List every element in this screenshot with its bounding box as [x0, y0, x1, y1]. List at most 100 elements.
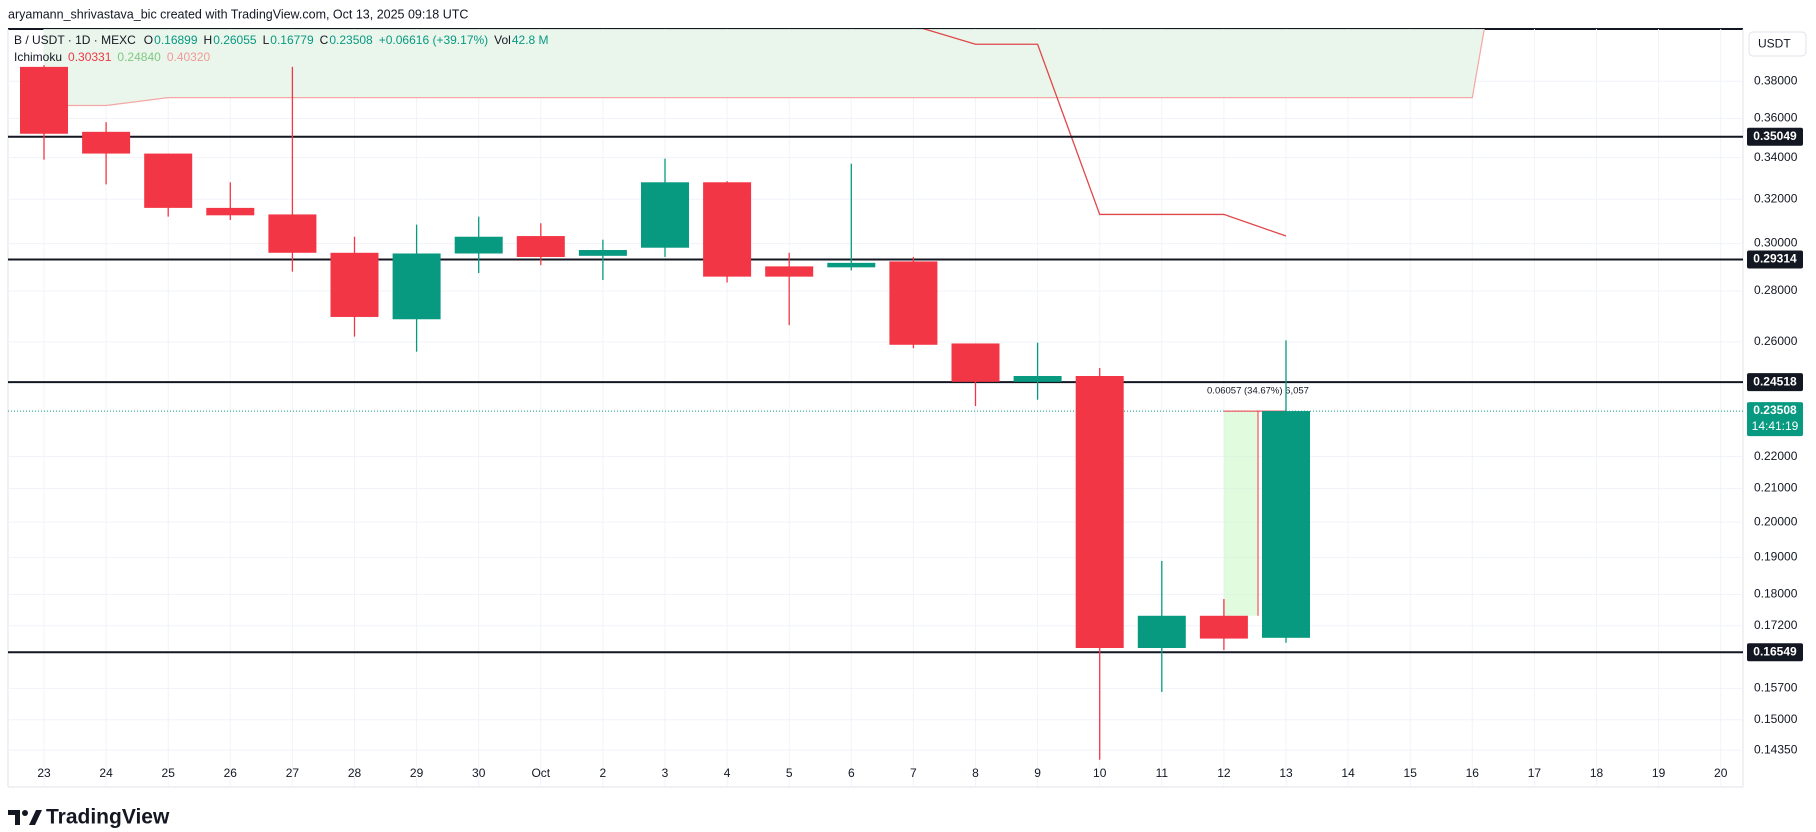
y-tick-label: 0.30000: [1754, 236, 1798, 250]
level-price-box: [1747, 643, 1803, 662]
candle-body: [951, 343, 1000, 382]
x-tick-label: 4: [724, 766, 731, 780]
last-price-label: 0.23508: [1753, 403, 1797, 417]
x-tick-label: 15: [1404, 766, 1418, 780]
y-tick-label: 0.21000: [1754, 481, 1798, 495]
unit-box[interactable]: [1748, 31, 1807, 57]
y-tick-label: 0.15000: [1754, 712, 1798, 726]
candle-body: [454, 236, 503, 254]
level-price-label: 0.16549: [1753, 644, 1797, 658]
legend-value: 0.23508: [329, 33, 373, 47]
indicator-value: 0.24840: [117, 50, 161, 64]
candle-body: [20, 66, 68, 134]
candle-body: [330, 252, 379, 317]
last-price-box: [1747, 402, 1803, 437]
y-tick-label: 0.34000: [1754, 150, 1798, 164]
axis-unit[interactable]: USDT: [1758, 37, 1791, 51]
indicator-value: 0.30331: [68, 50, 112, 64]
x-tick-label: 9: [1034, 766, 1041, 780]
x-tick-label: 27: [286, 766, 300, 780]
x-tick-label: 10: [1093, 766, 1107, 780]
y-tick-label: 0.15700: [1754, 681, 1798, 695]
symbol: B / USDT · 1D · MEXC: [14, 33, 136, 47]
candle-body: [765, 266, 814, 277]
level-price-box: [1747, 127, 1803, 146]
legend-label: H: [204, 33, 213, 47]
y-tick-label: 0.17200: [1754, 618, 1798, 632]
x-tick-label: 5: [786, 766, 793, 780]
indicator-value: 0.40320: [167, 50, 211, 64]
y-tick-label: 0.32000: [1754, 191, 1798, 205]
x-tick-label: Oct: [531, 766, 550, 780]
candle-body: [1199, 615, 1248, 639]
x-tick-label: 14: [1341, 766, 1355, 780]
y-tick-label: 0.28000: [1754, 283, 1798, 297]
ichimoku-line: [922, 29, 1287, 237]
y-tick-label: 0.22000: [1754, 449, 1798, 463]
candle-body: [889, 261, 938, 345]
level-price-box: [1747, 373, 1803, 392]
x-tick-label: 26: [224, 766, 238, 780]
legend-value: 0.26055: [213, 33, 257, 47]
x-tick-label: 13: [1279, 766, 1293, 780]
x-tick-label: 29: [410, 766, 424, 780]
x-tick-label: 24: [99, 766, 113, 780]
x-tick-label: 18: [1590, 766, 1604, 780]
legend-label: C: [320, 33, 329, 47]
candle-body: [827, 262, 876, 268]
y-tick-label: 0.19000: [1754, 549, 1798, 563]
x-tick-label: 30: [472, 766, 486, 780]
candle-body: [578, 250, 627, 256]
level-price-label: 0.35049: [1753, 129, 1797, 143]
brand: TradingView: [46, 806, 170, 829]
x-tick-label: 19: [1652, 766, 1666, 780]
countdown: 14:41:19: [1752, 419, 1799, 433]
x-tick-label: 20: [1714, 766, 1728, 780]
candle-body: [268, 214, 317, 253]
candle-body: [641, 182, 689, 248]
level-price-label: 0.24518: [1753, 374, 1797, 388]
y-tick-label: 0.14350: [1754, 742, 1798, 756]
y-tick-label: 0.20000: [1754, 514, 1798, 528]
x-tick-label: 6: [848, 766, 855, 780]
x-tick-label: 7: [910, 766, 917, 780]
candle-body: [206, 207, 255, 216]
candle-body: [82, 131, 131, 154]
legend-value: 0.16899: [154, 33, 198, 47]
candle-body: [1262, 411, 1310, 638]
y-tick-label: 0.36000: [1754, 111, 1798, 125]
x-tick-label: 17: [1528, 766, 1542, 780]
x-tick-label: 16: [1466, 766, 1480, 780]
indicator-name: Ichimoku: [14, 50, 62, 64]
legend-label: L: [263, 33, 270, 47]
candle-body: [1013, 375, 1062, 382]
level-price-box: [1747, 250, 1803, 269]
candle-body: [392, 253, 441, 320]
candle-body: [1137, 615, 1186, 649]
x-tick-label: 2: [600, 766, 607, 780]
brand-logo: [8, 810, 42, 825]
candle-body: [703, 182, 752, 277]
y-tick-label: 0.26000: [1754, 334, 1798, 348]
x-tick-label: 28: [348, 766, 362, 780]
x-tick-label: 8: [972, 766, 979, 780]
legend-value: 0.16779: [270, 33, 314, 47]
measure-label: 0.06057 (34.67%) 6,057: [1207, 386, 1309, 397]
attribution: aryamann_shrivastava_bic created with Tr…: [8, 7, 468, 21]
candle-body: [516, 236, 565, 257]
legend-label: Vol: [494, 33, 511, 47]
x-tick-label: 3: [662, 766, 669, 780]
x-tick-label: 11: [1156, 766, 1169, 780]
measure-area: [1223, 411, 1258, 616]
ichimoku-cloud: [44, 29, 1485, 106]
legend-label: O: [144, 33, 153, 47]
candle-body: [1075, 375, 1124, 649]
level-price-label: 0.29314: [1753, 252, 1797, 266]
legend-value: +0.06616 (+39.17%): [379, 33, 488, 47]
candle-body: [144, 153, 193, 208]
x-tick-label: 12: [1217, 766, 1231, 780]
x-tick-label: 25: [162, 766, 176, 780]
